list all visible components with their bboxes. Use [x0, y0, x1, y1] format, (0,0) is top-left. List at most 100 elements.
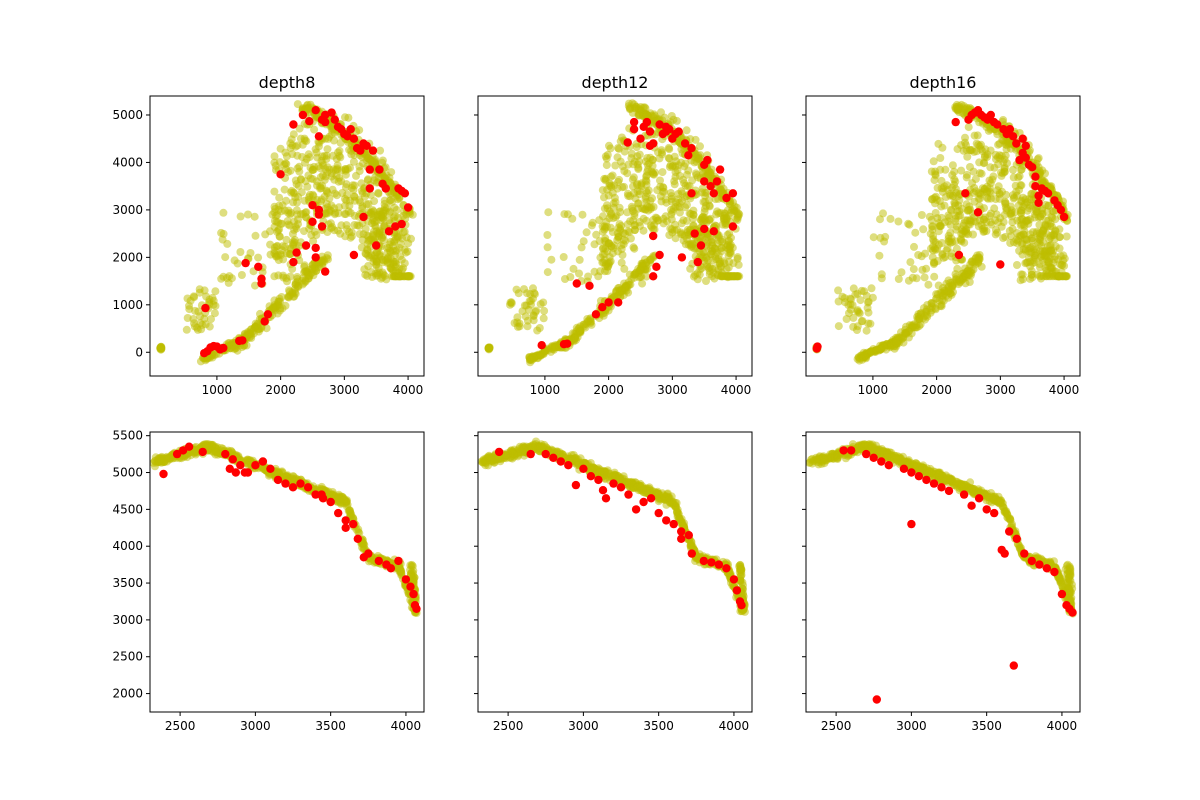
highlight-series: [537, 117, 738, 350]
background-point: [368, 206, 377, 215]
background-point: [282, 274, 291, 283]
highlight-point: [365, 184, 374, 193]
background-point: [513, 313, 522, 322]
highlight-point: [700, 177, 709, 186]
background-point: [1004, 139, 1013, 148]
highlight-point: [386, 564, 396, 573]
background-point: [577, 243, 586, 252]
highlight-point: [305, 117, 314, 126]
background-point: [536, 351, 545, 360]
background-point: [357, 179, 366, 188]
background-point: [614, 284, 623, 293]
highlight-point: [412, 604, 421, 613]
background-point: [306, 174, 315, 183]
background-point: [271, 204, 280, 213]
x-tick-label: 2500: [165, 719, 196, 733]
background-point: [967, 257, 976, 266]
background-point: [866, 347, 875, 356]
highlight-point: [722, 193, 731, 203]
highlight-series: [200, 106, 413, 358]
background-point: [330, 175, 339, 184]
background-point: [646, 153, 655, 162]
background-point: [396, 252, 405, 261]
background-point: [601, 176, 610, 185]
background-point: [360, 265, 369, 274]
background-point: [566, 273, 575, 281]
background-point: [251, 231, 260, 240]
background-point: [406, 565, 415, 574]
background-point: [693, 275, 702, 284]
background-point: [303, 182, 312, 191]
background-point: [1044, 201, 1053, 210]
plot-area: [478, 437, 749, 616]
highlight-point: [973, 208, 983, 217]
background-point: [1038, 238, 1047, 247]
highlight-point: [314, 205, 324, 215]
background-point: [641, 205, 649, 214]
background-point: [550, 341, 559, 350]
background-point: [236, 212, 245, 221]
x-tick-label: 2000: [265, 383, 296, 397]
highlight-point: [326, 497, 335, 507]
highlight-point: [712, 177, 722, 186]
background-point: [616, 226, 625, 235]
background-point: [1036, 263, 1044, 272]
background-point: [999, 116, 1008, 124]
background-point: [677, 187, 686, 196]
background-point: [1003, 204, 1012, 213]
highlight-point: [254, 262, 263, 271]
background-point: [643, 167, 652, 176]
axes-frame: [149, 431, 425, 713]
background-point: [284, 220, 293, 229]
background-point: [682, 216, 691, 225]
background-point: [949, 191, 958, 200]
x-tick-label: 4000: [721, 383, 752, 397]
background-point: [575, 269, 583, 278]
highlight-point: [703, 155, 712, 165]
highlight-point: [365, 165, 374, 174]
background-point: [280, 160, 289, 169]
background-point: [321, 209, 330, 218]
background-point: [346, 506, 354, 515]
background-point: [966, 205, 975, 214]
background-point: [948, 161, 957, 170]
background-point: [522, 301, 531, 310]
y-tick-label: 4000: [112, 155, 143, 169]
background-point: [961, 133, 969, 142]
background-point: [323, 168, 332, 177]
background-point: [287, 188, 296, 197]
background-point: [992, 210, 1001, 219]
background-point: [371, 222, 380, 231]
background-point: [341, 183, 350, 192]
background-point: [911, 228, 920, 237]
background-point: [1023, 216, 1032, 225]
background-point: [378, 156, 387, 165]
background-point: [999, 234, 1008, 242]
background-point: [611, 198, 620, 207]
subplot-1: 1000 2000 3000 4000010002000300040005000dep…: [112, 73, 425, 397]
highlight-point: [1034, 198, 1043, 207]
background-point: [253, 324, 262, 333]
background-point: [1025, 244, 1034, 253]
background-point: [332, 191, 341, 200]
highlight-point: [690, 229, 699, 238]
background-point: [629, 243, 638, 252]
background-point: [355, 167, 364, 175]
y-tick-label: 4000: [112, 539, 143, 553]
highlight-point: [231, 468, 240, 477]
highlight-point: [1034, 191, 1043, 200]
background-point: [718, 237, 727, 246]
background-point: [1016, 276, 1025, 285]
background-point: [301, 276, 310, 285]
background-point: [688, 176, 697, 185]
background-point: [221, 253, 230, 262]
highlight-point: [356, 146, 365, 155]
background-point: [964, 123, 973, 132]
highlight-point: [317, 490, 326, 499]
plot-area: [812, 100, 1072, 365]
highlight-point: [368, 146, 378, 155]
highlight-point: [301, 241, 311, 250]
highlight-point: [591, 310, 601, 319]
highlight-point: [629, 117, 639, 127]
